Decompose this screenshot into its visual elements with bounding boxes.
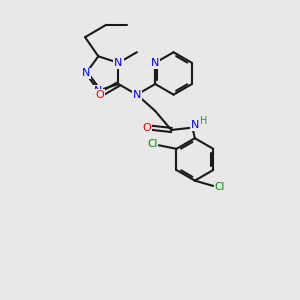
Text: N: N	[151, 58, 159, 68]
Text: N: N	[133, 90, 141, 100]
Text: N: N	[94, 85, 103, 96]
Text: Cl: Cl	[214, 182, 225, 192]
Text: N: N	[82, 68, 90, 78]
Text: O: O	[95, 90, 104, 100]
Text: H: H	[200, 116, 207, 126]
Text: O: O	[142, 123, 151, 133]
Text: N: N	[114, 58, 123, 68]
Text: N: N	[191, 120, 199, 130]
Text: Cl: Cl	[147, 139, 158, 149]
